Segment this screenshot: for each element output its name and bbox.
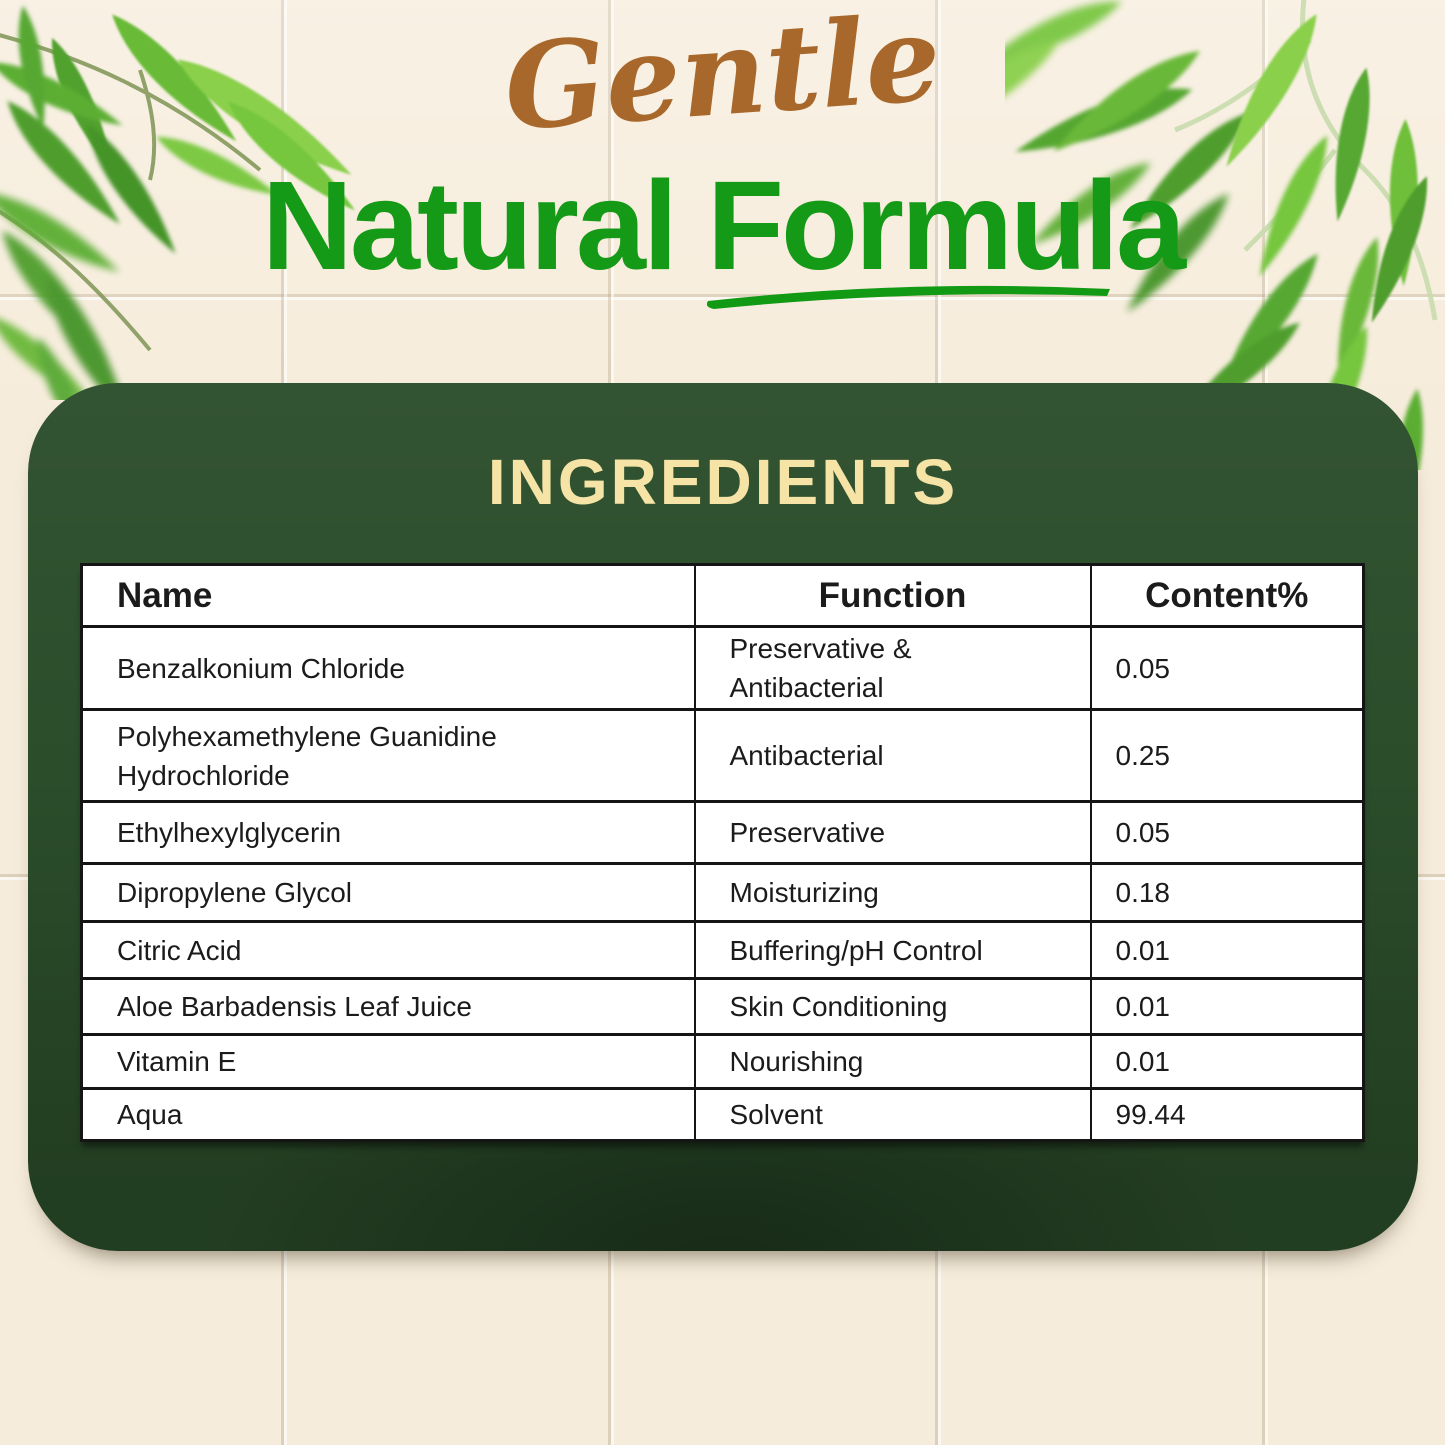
ingredient-name: Polyhexamethylene Guanidine Hydrochlorid… xyxy=(80,708,696,804)
ingredient-content: 0.05 xyxy=(1089,624,1365,712)
col-header-function: Function xyxy=(693,563,1092,628)
ingredient-name: Benzalkonium Chloride xyxy=(80,624,696,712)
ingredient-function: Preservative xyxy=(693,800,1092,866)
ingredient-name: Vitamin E xyxy=(80,1033,696,1091)
table-row: Aloe Barbadensis Leaf Juice Skin Conditi… xyxy=(80,977,1365,1037)
title-main: Natural Formula xyxy=(261,155,1186,296)
ingredient-content: 0.25 xyxy=(1089,708,1365,804)
table-row: Aqua Solvent 99.44 xyxy=(80,1087,1365,1143)
ingredient-content: 0.18 xyxy=(1089,862,1365,924)
ingredient-function: Antibacterial xyxy=(693,708,1092,804)
ingredient-name: Ethylhexylglycerin xyxy=(80,800,696,866)
table-row: Dipropylene Glycol Moisturizing 0.18 xyxy=(80,862,1365,924)
panel-heading: INGREDIENTS xyxy=(487,446,959,518)
ingredient-name: Aloe Barbadensis Leaf Juice xyxy=(80,977,696,1037)
underline-swoosh-decoration xyxy=(706,285,1110,309)
ingredient-content: 99.44 xyxy=(1089,1087,1365,1143)
ingredient-content: 0.05 xyxy=(1089,800,1365,866)
table-row: Citric Acid Buffering/pH Control 0.01 xyxy=(80,920,1365,981)
col-header-content: Content% xyxy=(1089,563,1365,628)
ingredient-function: Nourishing xyxy=(693,1033,1092,1091)
ingredient-content: 0.01 xyxy=(1089,977,1365,1037)
col-header-name: Name xyxy=(80,563,696,628)
ingredient-content: 0.01 xyxy=(1089,920,1365,981)
ingredient-function: Buffering/pH Control xyxy=(693,920,1092,981)
table-row: Vitamin E Nourishing 0.01 xyxy=(80,1033,1365,1091)
table-row: Benzalkonium Chloride Preservative & Ant… xyxy=(80,624,1365,712)
ingredients-panel: INGREDIENTS Name Function Content% Benza… xyxy=(28,383,1418,1251)
table-row: Ethylhexylglycerin Preservative 0.05 xyxy=(80,800,1365,866)
ingredient-name: Dipropylene Glycol xyxy=(80,862,696,924)
ingredient-name: Citric Acid xyxy=(80,920,696,981)
table-header-row: Name Function Content% xyxy=(80,563,1365,628)
ingredients-table: Name Function Content% Benzalkonium Chlo… xyxy=(80,563,1365,1143)
table-row: Polyhexamethylene Guanidine Hydrochlorid… xyxy=(80,708,1365,804)
ingredient-function: Skin Conditioning xyxy=(693,977,1092,1037)
ingredient-name: Aqua xyxy=(80,1087,696,1143)
ingredient-function: Solvent xyxy=(693,1087,1092,1143)
ingredient-function: Moisturizing xyxy=(693,862,1092,924)
ingredient-content: 0.01 xyxy=(1089,1033,1365,1091)
ingredient-function: Preservative & Antibacterial xyxy=(693,624,1092,712)
